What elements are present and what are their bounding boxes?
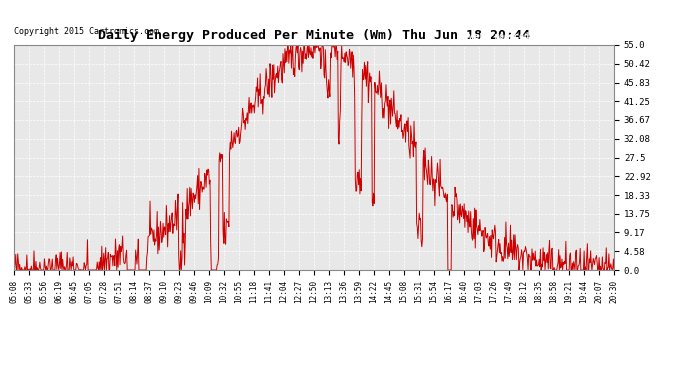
Text: Power Produced (watts/minute): Power Produced (watts/minute) bbox=[459, 32, 604, 41]
Title: Daily Energy Produced Per Minute (Wm) Thu Jun 18 20:44: Daily Energy Produced Per Minute (Wm) Th… bbox=[98, 29, 530, 42]
Text: Copyright 2015 Cartronics.com: Copyright 2015 Cartronics.com bbox=[14, 27, 159, 36]
